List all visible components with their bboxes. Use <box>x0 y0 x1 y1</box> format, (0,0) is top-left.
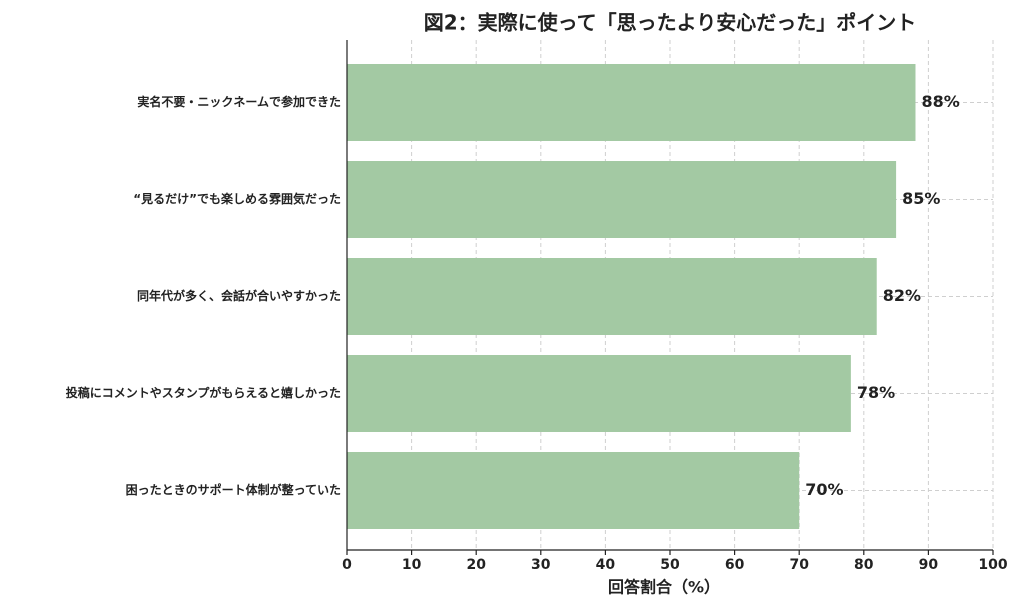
x-tick-label: 10 <box>402 557 422 573</box>
y-tick-label: “見るだけ”でも楽しめる雰囲気だった <box>133 191 341 206</box>
x-tick-label: 50 <box>660 557 680 573</box>
x-tick-label: 30 <box>531 557 551 573</box>
value-label: 78% <box>857 383 895 402</box>
bar <box>347 452 800 529</box>
x-tick-label: 60 <box>725 557 745 573</box>
bar <box>347 258 877 335</box>
bar <box>347 355 851 432</box>
x-axis-label: 回答割合（%） <box>608 578 720 597</box>
bar <box>347 161 897 238</box>
value-label: 88% <box>921 92 959 111</box>
x-tick-label: 90 <box>919 557 939 573</box>
x-tick-label: 20 <box>466 557 486 573</box>
x-tick-label: 40 <box>596 557 616 573</box>
x-tick-label: 70 <box>789 557 809 573</box>
x-tick-label: 0 <box>342 557 352 573</box>
y-tick-label: 同年代が多く、会話が合いやすかった <box>137 288 341 303</box>
x-tick-label: 80 <box>854 557 874 573</box>
y-tick-label: 投稿にコメントやスタンプがもらえると嬉しかった <box>66 385 341 400</box>
value-label: 85% <box>902 189 940 208</box>
y-tick-label: 実名不要・ニックネームで参加できた <box>137 94 341 109</box>
chart-title: 図2：実際に使って「思ったより安心だった」ポイント <box>424 11 917 35</box>
bar <box>347 64 916 141</box>
y-tick-label: 困ったときのサポート体制が整っていた <box>126 482 341 497</box>
value-label: 70% <box>805 480 843 499</box>
value-label: 82% <box>883 286 921 305</box>
x-tick-label: 100 <box>978 557 1007 573</box>
